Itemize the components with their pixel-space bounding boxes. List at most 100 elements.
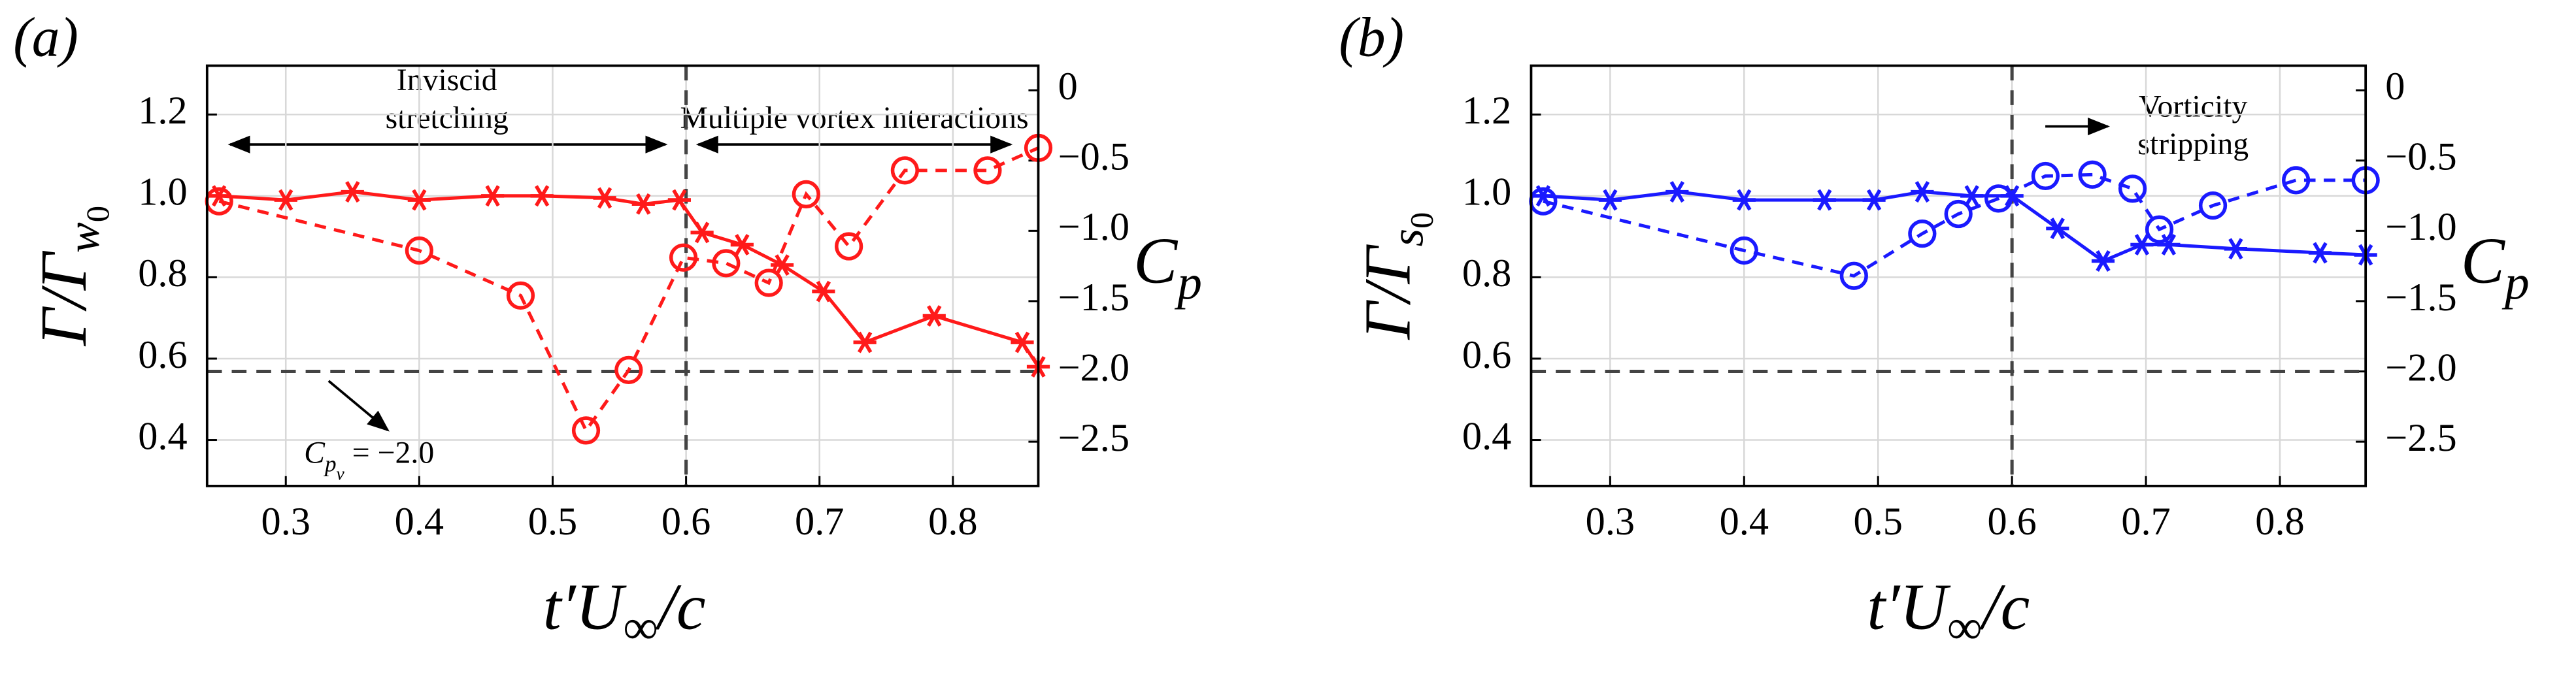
- y-tick-label: 1.0: [138, 171, 187, 214]
- x-tick-label: 0.8: [2255, 500, 2304, 544]
- marker: [1598, 189, 1622, 211]
- panel-title: (b): [1339, 7, 1404, 68]
- y2-tick-label: −2.0: [1058, 346, 1129, 389]
- label-part: 0: [1403, 212, 1440, 229]
- annotation-part: v: [337, 463, 345, 483]
- y-tick-label: 1.0: [1462, 171, 1511, 214]
- annotation: stripping: [2137, 127, 2249, 161]
- marker: [1730, 236, 1758, 265]
- annotation-part: p: [323, 451, 337, 476]
- label-part: /c: [1979, 570, 2030, 643]
- marker: [2091, 250, 2115, 272]
- marker: [2118, 174, 2147, 203]
- marker: [973, 156, 1002, 185]
- y2-tick-label: −0.5: [2385, 135, 2456, 179]
- marker: [341, 181, 364, 203]
- marker: [712, 249, 741, 278]
- label-part: p: [1174, 255, 1202, 310]
- marker: [1911, 181, 1934, 203]
- y2-tick-label: −2.5: [2385, 416, 2456, 460]
- marker: [481, 185, 505, 207]
- plot-frame: [205, 64, 1040, 487]
- marker: [1732, 189, 1756, 211]
- marker: [1960, 185, 1984, 207]
- y2-axis-label: Cp: [2461, 223, 2530, 310]
- marker: [2157, 234, 2181, 256]
- series-line: [218, 146, 1039, 434]
- annotation-part: C: [304, 436, 326, 470]
- annotation: Cpv = −2.0: [304, 436, 434, 483]
- x-tick-label: 0.7: [2121, 500, 2170, 544]
- series-line: [1543, 172, 2366, 278]
- label-part: ∞: [1947, 600, 1982, 655]
- y2-tick-label: −1.0: [2385, 205, 2456, 249]
- y2-axis-label: Cp: [1133, 223, 1202, 310]
- panel-title: (a): [13, 7, 78, 68]
- y-tick-label: 0.6: [138, 333, 187, 377]
- x-axis-label: t′U∞/c: [1867, 570, 2030, 655]
- label-part: C: [2461, 223, 2505, 297]
- marker: [274, 189, 297, 211]
- marker: [792, 180, 820, 209]
- x-tick-label: 0.5: [1854, 500, 1903, 544]
- y2-tick-label: −0.5: [1058, 135, 1129, 179]
- label-part: 0: [79, 206, 116, 222]
- x-axis-label: t′U∞/c: [543, 570, 706, 655]
- marker: [690, 221, 714, 244]
- marker: [2130, 234, 2154, 256]
- threshold-arrow: [327, 380, 390, 432]
- annotation: stretching: [386, 101, 509, 135]
- x-tick-label: 0.5: [528, 500, 577, 544]
- marker: [530, 185, 554, 207]
- marker: [2308, 242, 2332, 264]
- marker: [2078, 160, 2107, 189]
- y-axis-label: Γ/Γs0: [1350, 212, 1439, 340]
- x-tick-label: 0.6: [1987, 500, 2036, 544]
- y-axis-label: Γ/Γw0: [27, 206, 116, 346]
- marker: [2224, 238, 2247, 260]
- label-part: t′U: [543, 570, 627, 643]
- marker: [2046, 218, 2069, 240]
- plot-frame: [1530, 64, 2367, 487]
- label-part: w: [58, 222, 109, 253]
- x-tick-label: 0.3: [261, 500, 310, 544]
- marker: [1665, 181, 1689, 203]
- label-part: Γ/Γ: [1350, 244, 1424, 340]
- label-part: /c: [655, 570, 706, 643]
- label-part: Γ/Γ: [27, 250, 100, 346]
- marker: [407, 189, 431, 211]
- y-tick-label: 0.6: [1462, 333, 1511, 377]
- marker: [506, 281, 535, 310]
- x-tick-label: 0.3: [1586, 500, 1635, 544]
- x-tick-label: 0.4: [1720, 500, 1769, 544]
- y2-tick-label: −1.5: [2385, 276, 2456, 319]
- marker: [2031, 161, 2060, 191]
- marker: [667, 189, 691, 211]
- marker: [730, 234, 754, 256]
- series-line: [219, 190, 1040, 368]
- annotation: Multiple vortex interactions: [680, 101, 1028, 135]
- panel: (b) 0.3 0.4 0.5 0.6 0.7 0.8 0.4 0.6 0.8 1.0 1.2 −2.5…: [1339, 7, 2529, 655]
- x-tick-label: 0.4: [395, 500, 444, 544]
- y2-tick-label: 0: [2385, 65, 2405, 108]
- marker: [614, 355, 643, 385]
- y-tick-label: 0.4: [138, 414, 187, 458]
- x-tick-label: 0.8: [928, 500, 977, 544]
- marker: [2281, 166, 2311, 195]
- marker: [405, 236, 433, 265]
- series-line: [1543, 190, 2366, 263]
- y2-tick-label: −1.0: [1058, 205, 1129, 249]
- marker: [2145, 215, 2174, 244]
- label-part: C: [1133, 223, 1178, 297]
- marker: [890, 156, 919, 185]
- y-tick-label: 1.2: [1462, 89, 1511, 133]
- y2-tick-label: −2.0: [2385, 346, 2456, 389]
- marker: [835, 232, 863, 261]
- marker: [1839, 261, 1868, 290]
- x-tick-label: 0.7: [795, 500, 844, 544]
- y-tick-label: 0.4: [1462, 414, 1511, 458]
- marker: [770, 254, 794, 276]
- marker: [1944, 199, 1973, 229]
- marker: [631, 193, 655, 215]
